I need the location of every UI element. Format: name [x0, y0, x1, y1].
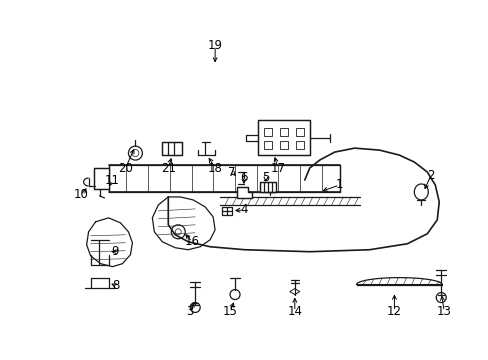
- Polygon shape: [108, 165, 339, 192]
- Text: 6: 6: [240, 171, 247, 184]
- Polygon shape: [264, 141, 271, 149]
- Text: 5: 5: [262, 171, 269, 184]
- Text: 20: 20: [118, 162, 133, 175]
- Text: 17: 17: [270, 162, 285, 175]
- Text: 7: 7: [228, 166, 235, 179]
- Text: 4: 4: [240, 203, 247, 216]
- Text: 8: 8: [112, 279, 119, 292]
- Text: 9: 9: [112, 245, 119, 258]
- Polygon shape: [237, 187, 251, 198]
- Text: 15: 15: [222, 305, 237, 318]
- Polygon shape: [162, 142, 182, 155]
- Text: 18: 18: [207, 162, 222, 175]
- Text: 10: 10: [73, 188, 88, 202]
- Polygon shape: [93, 168, 108, 189]
- Polygon shape: [264, 128, 271, 136]
- Text: 3: 3: [186, 305, 194, 318]
- Text: 2: 2: [427, 168, 434, 181]
- Polygon shape: [295, 128, 303, 136]
- Text: 11: 11: [105, 174, 120, 186]
- Text: 1: 1: [335, 179, 343, 192]
- Text: 21: 21: [161, 162, 175, 175]
- Text: 13: 13: [436, 305, 451, 318]
- Text: 12: 12: [386, 305, 401, 318]
- Polygon shape: [258, 120, 309, 155]
- Polygon shape: [222, 207, 232, 215]
- Polygon shape: [279, 128, 287, 136]
- Text: 16: 16: [184, 235, 199, 248]
- Text: 14: 14: [287, 305, 302, 318]
- Polygon shape: [260, 182, 275, 192]
- Text: 19: 19: [207, 39, 222, 52]
- Polygon shape: [295, 141, 303, 149]
- Polygon shape: [279, 141, 287, 149]
